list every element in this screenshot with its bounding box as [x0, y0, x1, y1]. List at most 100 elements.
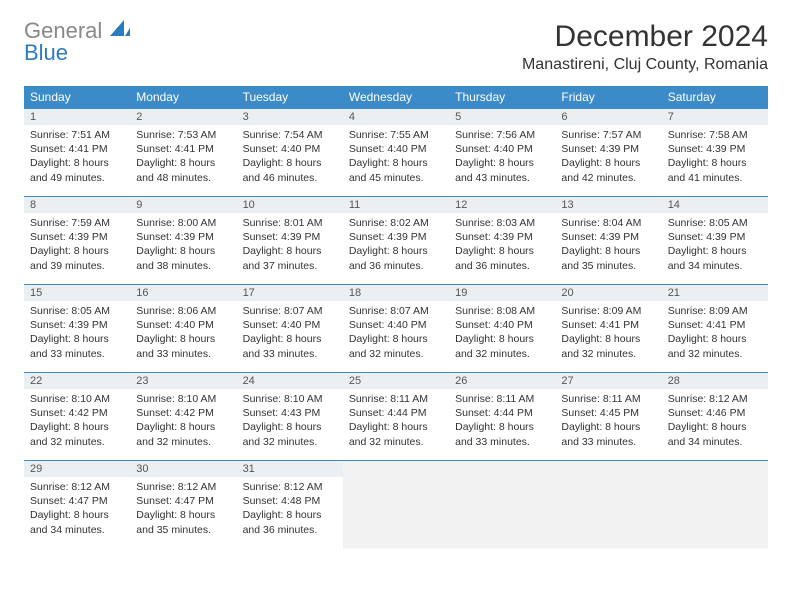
day-number: 26 [449, 373, 555, 389]
day-details: Sunrise: 8:11 AMSunset: 4:44 PMDaylight:… [449, 389, 555, 452]
day-details: Sunrise: 8:12 AMSunset: 4:47 PMDaylight:… [24, 477, 130, 540]
day-details: Sunrise: 8:10 AMSunset: 4:42 PMDaylight:… [24, 389, 130, 452]
day-cell: 14Sunrise: 8:05 AMSunset: 4:39 PMDayligh… [662, 197, 768, 285]
day-number: 23 [130, 373, 236, 389]
day-number: 29 [24, 461, 130, 477]
day-cell: 3Sunrise: 7:54 AMSunset: 4:40 PMDaylight… [237, 109, 343, 197]
sunset-line: Sunset: 4:42 PM [136, 407, 214, 419]
sunset-line: Sunset: 4:39 PM [30, 319, 108, 331]
day-number: 7 [662, 109, 768, 125]
sunrise-line: Sunrise: 8:09 AM [668, 305, 748, 317]
day-cell: 17Sunrise: 8:07 AMSunset: 4:40 PMDayligh… [237, 285, 343, 373]
daylight-line: Daylight: 8 hours and 48 minutes. [136, 157, 215, 183]
day-cell: 24Sunrise: 8:10 AMSunset: 4:43 PMDayligh… [237, 373, 343, 461]
daylight-line: Daylight: 8 hours and 41 minutes. [668, 157, 747, 183]
calendar-head: SundayMondayTuesdayWednesdayThursdayFrid… [24, 86, 768, 109]
daylight-line: Daylight: 8 hours and 33 minutes. [561, 421, 640, 447]
sunrise-line: Sunrise: 8:12 AM [243, 481, 323, 493]
day-number: 20 [555, 285, 661, 301]
day-cell: 19Sunrise: 8:08 AMSunset: 4:40 PMDayligh… [449, 285, 555, 373]
day-cell: 25Sunrise: 8:11 AMSunset: 4:44 PMDayligh… [343, 373, 449, 461]
day-details: Sunrise: 8:10 AMSunset: 4:43 PMDaylight:… [237, 389, 343, 452]
sunrise-line: Sunrise: 8:04 AM [561, 217, 641, 229]
day-details: Sunrise: 8:05 AMSunset: 4:39 PMDaylight:… [662, 213, 768, 276]
sunset-line: Sunset: 4:39 PM [668, 143, 746, 155]
day-number: 22 [24, 373, 130, 389]
day-number: 17 [237, 285, 343, 301]
day-details: Sunrise: 8:11 AMSunset: 4:45 PMDaylight:… [555, 389, 661, 452]
sunrise-line: Sunrise: 8:09 AM [561, 305, 641, 317]
day-number: 27 [555, 373, 661, 389]
header: General Blue December 2024 Manastireni, … [24, 20, 768, 74]
day-details: Sunrise: 8:07 AMSunset: 4:40 PMDaylight:… [343, 301, 449, 364]
day-number: 5 [449, 109, 555, 125]
calendar-body: 1Sunrise: 7:51 AMSunset: 4:41 PMDaylight… [24, 109, 768, 549]
day-cell: 29Sunrise: 8:12 AMSunset: 4:47 PMDayligh… [24, 461, 130, 549]
sunset-line: Sunset: 4:42 PM [30, 407, 108, 419]
sunset-line: Sunset: 4:40 PM [349, 319, 427, 331]
day-details: Sunrise: 8:09 AMSunset: 4:41 PMDaylight:… [662, 301, 768, 364]
weekday-header: Friday [555, 86, 661, 109]
daylight-line: Daylight: 8 hours and 32 minutes. [455, 333, 534, 359]
day-details: Sunrise: 8:10 AMSunset: 4:42 PMDaylight:… [130, 389, 236, 452]
day-number: 2 [130, 109, 236, 125]
day-number: 9 [130, 197, 236, 213]
sunset-line: Sunset: 4:44 PM [455, 407, 533, 419]
sunrise-line: Sunrise: 7:59 AM [30, 217, 110, 229]
day-details: Sunrise: 7:55 AMSunset: 4:40 PMDaylight:… [343, 125, 449, 188]
day-cell: 30Sunrise: 8:12 AMSunset: 4:47 PMDayligh… [130, 461, 236, 549]
day-cell: 11Sunrise: 8:02 AMSunset: 4:39 PMDayligh… [343, 197, 449, 285]
day-details: Sunrise: 7:54 AMSunset: 4:40 PMDaylight:… [237, 125, 343, 188]
day-cell: 5Sunrise: 7:56 AMSunset: 4:40 PMDaylight… [449, 109, 555, 197]
day-details: Sunrise: 7:53 AMSunset: 4:41 PMDaylight:… [130, 125, 236, 188]
sunset-line: Sunset: 4:39 PM [349, 231, 427, 243]
daylight-line: Daylight: 8 hours and 35 minutes. [561, 245, 640, 271]
sunrise-line: Sunrise: 8:05 AM [30, 305, 110, 317]
daylight-line: Daylight: 8 hours and 49 minutes. [30, 157, 109, 183]
day-cell: 23Sunrise: 8:10 AMSunset: 4:42 PMDayligh… [130, 373, 236, 461]
sunset-line: Sunset: 4:43 PM [243, 407, 321, 419]
sunset-line: Sunset: 4:46 PM [668, 407, 746, 419]
day-number: 4 [343, 109, 449, 125]
day-number: 28 [662, 373, 768, 389]
daylight-line: Daylight: 8 hours and 33 minutes. [243, 333, 322, 359]
day-number: 6 [555, 109, 661, 125]
day-details: Sunrise: 8:07 AMSunset: 4:40 PMDaylight:… [237, 301, 343, 364]
day-details: Sunrise: 7:51 AMSunset: 4:41 PMDaylight:… [24, 125, 130, 188]
daylight-line: Daylight: 8 hours and 33 minutes. [30, 333, 109, 359]
day-number: 13 [555, 197, 661, 213]
day-details: Sunrise: 7:59 AM Sunset: 4:39 PM Daylight:… [24, 213, 130, 276]
sunset-line: Sunset: 4:39 PM [561, 231, 639, 243]
sunset-line: Sunset: 4:40 PM [455, 319, 533, 331]
day-cell: 21Sunrise: 8:09 AMSunset: 4:41 PMDayligh… [662, 285, 768, 373]
day-details: Sunrise: 8:12 AMSunset: 4:47 PMDaylight:… [130, 477, 236, 540]
day-details: Sunrise: 8:02 AM Sunset: 4:39 PM Daylight:… [343, 213, 449, 276]
sunset-line: Sunset: 4:41 PM [136, 143, 214, 155]
sunset-line: Sunset: 4:39 PM [30, 231, 108, 243]
sunset-line: Sunset: 4:40 PM [136, 319, 214, 331]
daylight-line: Daylight: 8 hours and 36 minutes. [243, 509, 322, 535]
empty-cell [449, 461, 555, 549]
sunrise-line: Sunrise: 8:05 AM [668, 217, 748, 229]
location: Manastireni, Cluj County, Romania [522, 56, 768, 74]
logo-sail-icon [110, 20, 130, 42]
daylight-line: Daylight: 8 hours and 39 minutes. [30, 245, 109, 271]
sunset-line: Sunset: 4:39 PM [455, 231, 533, 243]
day-number: 12 [449, 197, 555, 213]
calendar-table: SundayMondayTuesdayWednesdayThursdayFrid… [24, 86, 768, 549]
day-details: Sunrise: 8:11 AMSunset: 4:44 PMDaylight:… [343, 389, 449, 452]
weekday-header: Tuesday [237, 86, 343, 109]
day-cell: 2Sunrise: 7:53 AMSunset: 4:41 PMDaylight… [130, 109, 236, 197]
sunrise-line: Sunrise: 8:02 AM [349, 217, 429, 229]
daylight-line: Daylight: 8 hours and 36 minutes. [349, 245, 428, 271]
weekday-header: Monday [130, 86, 236, 109]
sunrise-line: Sunrise: 8:07 AM [349, 305, 429, 317]
weekday-header: Thursday [449, 86, 555, 109]
daylight-line: Daylight: 8 hours and 46 minutes. [243, 157, 322, 183]
day-number: 30 [130, 461, 236, 477]
sunset-line: Sunset: 4:41 PM [668, 319, 746, 331]
logo: General Blue [24, 20, 130, 64]
month-title: December 2024 [522, 20, 768, 54]
sunrise-line: Sunrise: 8:10 AM [136, 393, 216, 405]
day-cell: 18Sunrise: 8:07 AMSunset: 4:40 PMDayligh… [343, 285, 449, 373]
